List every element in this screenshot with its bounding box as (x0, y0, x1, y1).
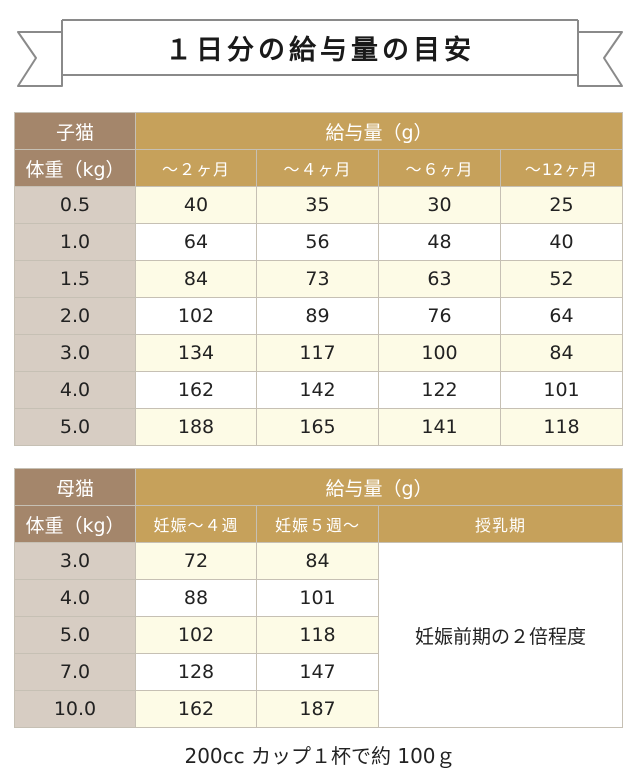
amount-cell: 25 (500, 186, 623, 224)
kitten-amount-header: 給与量（g） (135, 112, 623, 150)
weight-cell: 5.0 (14, 408, 136, 446)
table-row: 1.5 84 73 63 52 (14, 260, 623, 298)
table-row: 3.0 72 84 妊娠前期の２倍程度 (14, 542, 624, 728)
amount-cell: 118 (500, 408, 623, 446)
table-row: 5.0 102 118 (14, 616, 623, 654)
kitten-column-header: ～12ヶ月 (500, 149, 623, 187)
mother-column-header: 授乳期 (377, 505, 624, 543)
table-row: 1.0 64 56 48 40 (14, 223, 623, 261)
weight-cell: 4.0 (14, 371, 136, 409)
amount-cell: 117 (256, 334, 379, 372)
amount-cell: 101 (500, 371, 623, 409)
table-row: 4.0 88 101 (14, 579, 623, 617)
amount-cell: 122 (378, 371, 501, 409)
amount-cell: 188 (135, 408, 257, 446)
amount-cell: 30 (378, 186, 501, 224)
weight-cell: 0.5 (14, 186, 136, 224)
kitten-feeding-table: 子猫 給与量（g） 体重（kg） ～２ヶ月 ～４ヶ月 ～６ヶ月 ～12ヶ月 0.… (14, 112, 623, 446)
kitten-column-header: ～６ヶ月 (378, 149, 501, 187)
amount-cell: 40 (500, 223, 623, 261)
mother-column-header: 妊娠～４週 (135, 505, 257, 543)
kitten-column-header: ～２ヶ月 (135, 149, 257, 187)
amount-cell: 165 (256, 408, 379, 446)
banner-ribbon-shape (17, 19, 623, 87)
amount-cell: 118 (256, 616, 379, 654)
amount-cell: 40 (135, 186, 257, 224)
amount-cell: 48 (378, 223, 501, 261)
amount-cell: 84 (500, 334, 623, 372)
weight-cell: 5.0 (14, 616, 136, 654)
weight-cell: 1.5 (14, 260, 136, 298)
amount-cell: 76 (378, 297, 501, 335)
mother-weight-header: 体重（kg） (14, 505, 136, 543)
amount-cell: 72 (135, 542, 257, 580)
amount-cell: 84 (135, 260, 257, 298)
amount-cell: 187 (256, 690, 379, 728)
amount-cell: 162 (135, 690, 257, 728)
page-title: １日分の給与量の目安 (165, 35, 475, 66)
mother-feeding-table: 母猫 給与量（g） 体重（kg） 妊娠～４週 妊娠５週～ 授乳期 3.0 72 … (14, 468, 624, 728)
table-row: 5.0 188 165 141 118 (14, 408, 623, 446)
weight-cell: 2.0 (14, 297, 136, 335)
weight-cell: 3.0 (14, 542, 136, 580)
weight-cell: 7.0 (14, 653, 136, 691)
weight-cell: 1.0 (14, 223, 136, 261)
amount-cell: 134 (135, 334, 257, 372)
amount-cell: 89 (256, 297, 379, 335)
table-row: 3.0 134 117 100 84 (14, 334, 623, 372)
kitten-column-header: ～４ヶ月 (256, 149, 379, 187)
amount-cell: 35 (256, 186, 379, 224)
weight-cell: 3.0 (14, 334, 136, 372)
amount-cell: 141 (378, 408, 501, 446)
mother-group-label: 母猫 (14, 468, 136, 506)
amount-cell: 56 (256, 223, 379, 261)
title-banner: １日分の給与量の目安 (0, 0, 640, 100)
amount-cell: 101 (256, 579, 379, 617)
amount-cell: 88 (135, 579, 257, 617)
amount-cell: 100 (378, 334, 501, 372)
cup-measure-note: 200cc カップ１杯で約 100ｇ (184, 744, 456, 768)
table-row: 7.0 128 147 (14, 653, 623, 691)
weight-cell: 4.0 (14, 579, 136, 617)
amount-cell: 64 (500, 297, 623, 335)
amount-cell: 52 (500, 260, 623, 298)
amount-cell: 142 (256, 371, 379, 409)
weight-cell: 10.0 (14, 690, 136, 728)
table-row: 4.0 162 142 122 101 (14, 371, 623, 409)
amount-cell: 102 (135, 616, 257, 654)
amount-cell: 162 (135, 371, 257, 409)
amount-cell: 63 (378, 260, 501, 298)
kitten-weight-header: 体重（kg） (14, 149, 136, 187)
table-row: 0.5 40 35 30 25 (14, 186, 623, 224)
amount-cell: 102 (135, 297, 257, 335)
amount-cell: 64 (135, 223, 257, 261)
lactation-note: 妊娠前期の２倍程度 (377, 542, 624, 728)
amount-cell: 128 (135, 653, 257, 691)
mother-column-header: 妊娠５週～ (256, 505, 379, 543)
amount-cell: 73 (256, 260, 379, 298)
amount-cell: 147 (256, 653, 379, 691)
kitten-group-label: 子猫 (14, 112, 136, 150)
amount-cell: 84 (256, 542, 379, 580)
table-row: 10.0 162 187 (14, 690, 623, 728)
mother-amount-header: 給与量（g） (134, 468, 624, 506)
table-row: 2.0 102 89 76 64 (14, 297, 623, 335)
